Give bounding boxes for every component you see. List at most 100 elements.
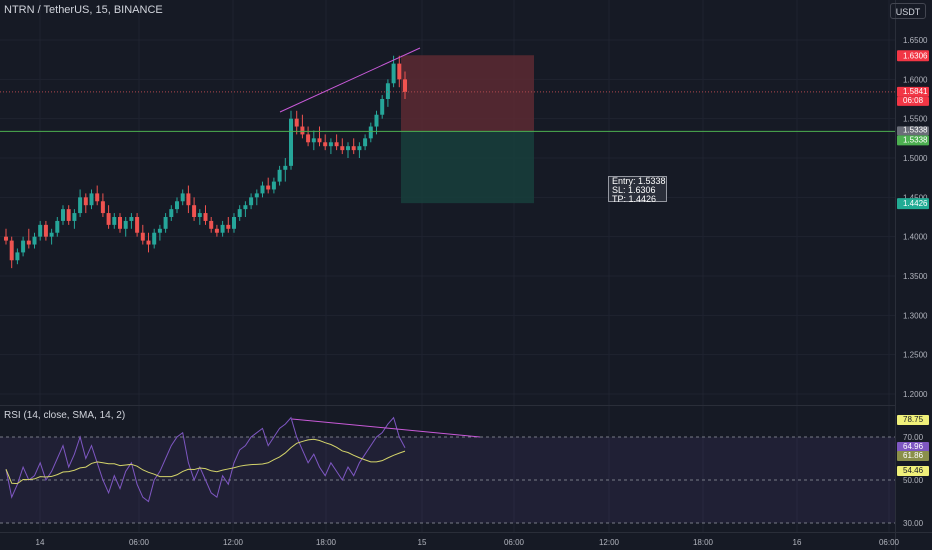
candle-up xyxy=(357,146,362,151)
rsi-high-label-bg xyxy=(897,415,929,425)
candle-down xyxy=(106,213,111,225)
candle-up xyxy=(175,201,179,210)
rsi-ma-label-bg xyxy=(897,451,929,461)
candle-up xyxy=(243,205,248,210)
candle-down xyxy=(26,240,31,245)
currency-button[interactable]: USDT xyxy=(890,3,926,19)
last-price-label-bg xyxy=(897,86,929,97)
price-tick-label: 1.6500 xyxy=(903,36,928,45)
rsi-high-label: 78.75 xyxy=(903,415,924,424)
time-tick-label: 12:00 xyxy=(223,538,244,547)
rsi-ma-label: 61.86 xyxy=(903,451,924,460)
candle-down xyxy=(294,118,299,127)
tp-text: TP: 1.4426 xyxy=(612,194,657,204)
risk-zone xyxy=(401,55,534,132)
candle-down xyxy=(317,138,322,143)
candle-up xyxy=(180,193,185,202)
sl-price-label: 1.6306 xyxy=(903,51,928,60)
candle-down xyxy=(203,213,208,221)
candle-up xyxy=(391,63,396,84)
symbol-title: NTRN / TetherUS, 15, BINANCE xyxy=(4,4,163,16)
tp-price-label-bg xyxy=(897,198,929,210)
candle-up xyxy=(380,99,385,115)
entry-price-label-a: 1.5338 xyxy=(903,125,928,134)
candle-down xyxy=(186,193,191,206)
time-tick-label: 14 xyxy=(36,538,45,547)
candle-up xyxy=(112,217,117,225)
candle-up xyxy=(289,118,293,166)
price-tick-label: 1.5500 xyxy=(903,115,928,124)
candle-down xyxy=(351,146,356,151)
candle-up xyxy=(368,126,373,139)
rsi-ma-line xyxy=(5,438,406,485)
candle-up xyxy=(152,232,157,245)
position-zones xyxy=(401,55,534,204)
candle-up xyxy=(260,185,265,194)
candle-up xyxy=(38,224,43,237)
candle-down xyxy=(209,220,214,229)
candle-down xyxy=(43,224,48,237)
candle-down xyxy=(334,142,339,147)
rsi-tick-label: 70.00 xyxy=(903,433,924,442)
candle-up xyxy=(89,193,94,206)
price-trendline xyxy=(279,47,421,113)
candle-down xyxy=(323,142,328,147)
time-tick-label: 06:00 xyxy=(129,538,150,547)
candle-up xyxy=(15,252,20,261)
candle-up xyxy=(385,83,390,99)
time-tick-label: 18:00 xyxy=(316,538,337,547)
candle-up xyxy=(232,217,236,229)
candle-up xyxy=(249,197,254,206)
candle-up xyxy=(374,114,379,127)
candle-down xyxy=(9,240,14,261)
candle-down xyxy=(135,217,140,233)
countdown-label-bg xyxy=(897,96,929,106)
candle-up xyxy=(129,217,134,221)
rsi-low-label-bg xyxy=(897,466,929,476)
entry-price-label-b: 1.5338 xyxy=(903,135,928,144)
candle-down xyxy=(403,79,407,92)
price-tick-label: 1.6000 xyxy=(903,75,928,84)
candle-up xyxy=(157,228,162,233)
price-tick-label: 1.5000 xyxy=(903,154,928,163)
candle-down xyxy=(266,185,271,190)
candle-down xyxy=(192,205,197,217)
candle-down xyxy=(83,197,88,206)
candle-down xyxy=(66,209,71,221)
rsi-title[interactable]: RSI (14, close, SMA, 14, 2) xyxy=(4,410,126,421)
entry-price-label-b-bg xyxy=(897,135,929,146)
candle-down xyxy=(95,193,100,202)
rsi-line xyxy=(5,416,406,503)
rsi-trendline xyxy=(291,418,481,438)
entry-price-label-a-bg xyxy=(897,126,929,136)
price-tick-label: 1.4000 xyxy=(903,233,928,242)
candle-up xyxy=(346,146,350,151)
candle-down xyxy=(140,232,145,241)
candle-down xyxy=(146,240,151,245)
candle-up xyxy=(78,197,83,214)
axes: 1.6500 1.6000 1.5500 1.5000 1.4500 1.4000 1.35… xyxy=(36,36,929,547)
rsi-value-label-bg xyxy=(897,442,929,452)
candle-up xyxy=(271,181,276,190)
candle-up xyxy=(237,209,242,217)
candle-up xyxy=(21,240,26,253)
time-tick-label: 15 xyxy=(418,538,427,547)
entry-text: Entry: 1.5338 xyxy=(612,176,666,186)
candle-down xyxy=(214,228,219,233)
candle-down xyxy=(100,201,105,214)
countdown-label: 06:08 xyxy=(903,96,924,105)
time-tick-label: 12:00 xyxy=(599,538,620,547)
candle-up xyxy=(283,165,288,170)
candle-up xyxy=(254,193,259,198)
candle-up xyxy=(363,138,368,147)
candle-up xyxy=(49,232,54,237)
drawings[interactable] xyxy=(0,47,895,132)
rsi-tick-label: 50.00 xyxy=(903,476,924,485)
candle-up xyxy=(277,169,282,182)
price-tick-label: 1.2000 xyxy=(903,390,928,399)
candle-down xyxy=(340,146,345,151)
candle-up xyxy=(72,213,77,221)
candle-up xyxy=(328,142,333,147)
